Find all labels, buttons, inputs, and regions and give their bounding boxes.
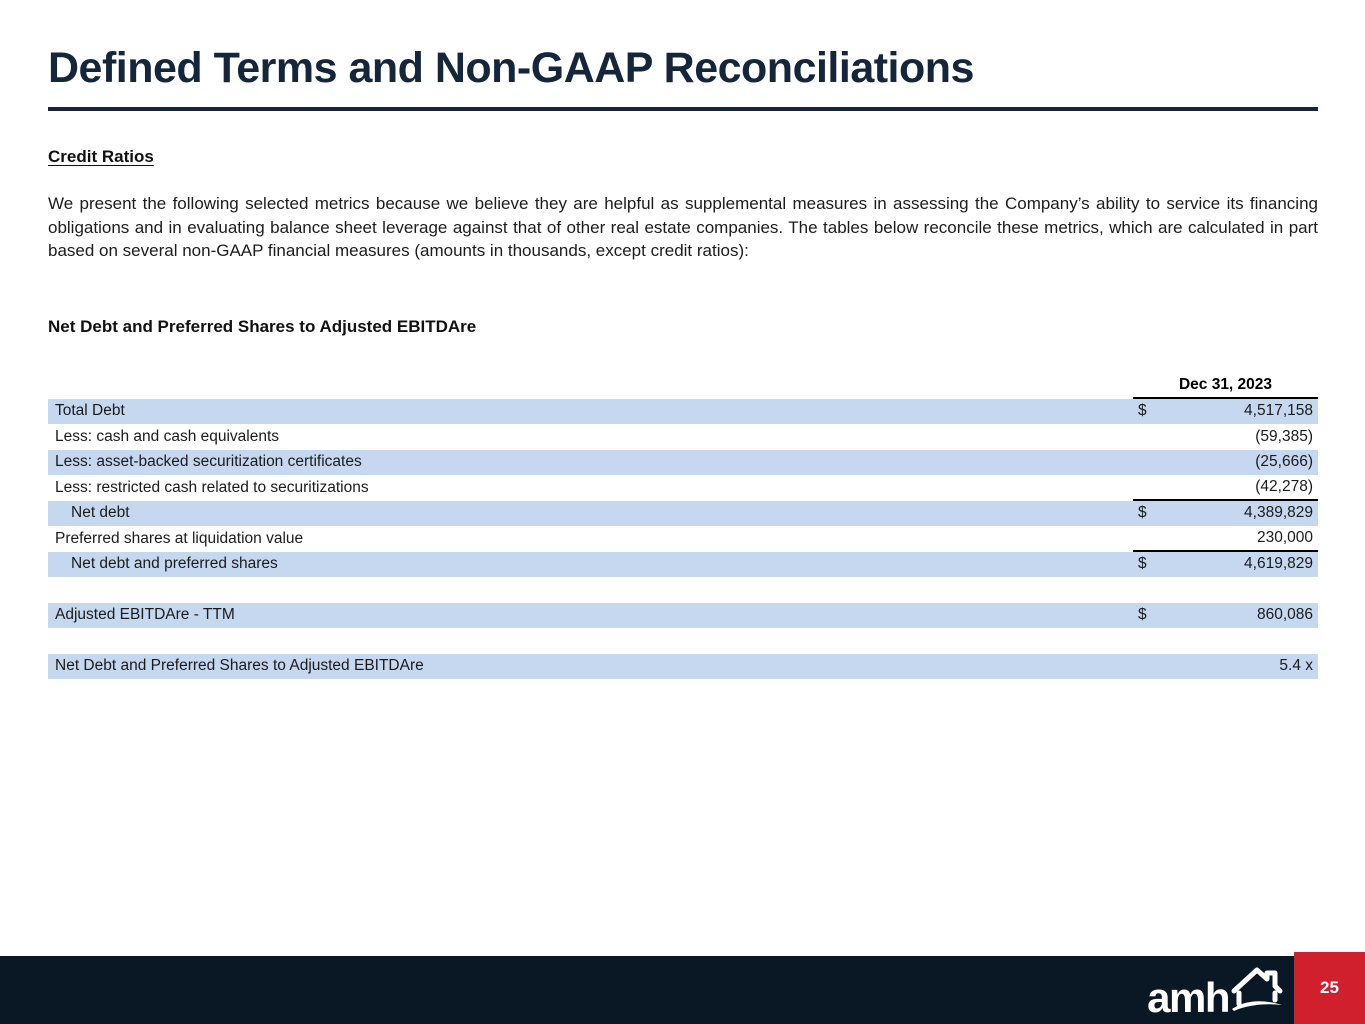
row-label: Net debt [71,504,130,522]
page-number-badge: 25 [1294,952,1365,1024]
footer-bar: amh 25 [0,952,1365,1024]
row-amount: (42,278) [1133,475,1318,501]
column-header-date: Dec 31, 2023 [1133,376,1318,399]
title-rule [48,107,1318,111]
table-row: Net Debt and Preferred Shares to Adjuste… [48,653,1318,680]
intro-paragraph: We present the following selected metric… [48,194,1318,260]
dollar-sign: $ [1138,555,1147,573]
amh-house-icon [1231,964,1283,1017]
row-label: Total Debt [55,402,125,420]
dollar-sign: $ [1138,606,1147,624]
row-value: 860,086 [1256,606,1313,624]
table-row: Net debt $4,389,829 [48,500,1318,527]
table-title: Net Debt and Preferred Shares to Adjuste… [48,316,477,336]
table-spacer-row [48,577,1318,603]
row-value: 4,619,829 [1244,555,1313,573]
row-label: Less: cash and cash equivalents [55,427,280,445]
page-title: Defined Terms and Non-GAAP Reconciliatio… [48,44,974,92]
row-value: 230,000 [1256,528,1313,546]
table-body: Total Debt $4,517,158 Less: cash and cash … [48,398,1318,680]
table-spacer-row [48,628,1318,654]
table-row: Preferred shares at liquidation value 230… [48,526,1318,552]
table-header-row: Dec 31, 2023 [48,375,1318,399]
row-label: Net debt and preferred shares [71,555,278,573]
table-row: Less: cash and cash equivalents (59,385) [48,424,1318,450]
row-amount: (25,666) [1133,450,1318,476]
amh-logo: amh [1147,964,1283,1022]
row-amount: (59,385) [1133,424,1318,450]
row-label: Less: restricted cash related to securit… [55,478,369,496]
table-row: Less: asset-backed securitization certif… [48,449,1318,476]
dollar-sign: $ [1138,402,1147,420]
row-value: 4,517,158 [1244,402,1313,420]
row-amount: $4,517,158 [1133,399,1318,425]
table-row: Less: restricted cash related to securit… [48,475,1318,501]
slide-content: Defined Terms and Non-GAAP Reconciliatio… [48,0,1318,679]
row-label: Less: asset-backed securitization certif… [55,453,362,471]
row-value: 4,389,829 [1244,504,1313,522]
row-label: Net Debt and Preferred Shares to Adjuste… [55,657,424,675]
row-amount: 5.4 x [1133,654,1318,680]
row-value: (42,278) [1255,477,1313,495]
row-value: (25,666) [1255,453,1313,471]
dollar-sign: $ [1138,504,1147,522]
row-amount: $860,086 [1133,603,1318,629]
row-value: 5.4 x [1279,657,1313,675]
row-amount: 230,000 [1133,526,1318,552]
table-row: Net debt and preferred shares $4,619,829 [48,551,1318,578]
row-value: (59,385) [1255,427,1313,445]
section-heading-credit-ratios: Credit Ratios [48,147,154,166]
table-row: Total Debt $4,517,158 [48,398,1318,425]
page-number: 25 [1320,978,1339,997]
table-row: Adjusted EBITDAre - TTM $860,086 [48,602,1318,629]
row-amount: $4,619,829 [1133,552,1318,578]
row-label: Adjusted EBITDAre - TTM [55,606,235,624]
row-amount: $4,389,829 [1133,501,1318,527]
row-label: Preferred shares at liquidation value [55,529,304,547]
amh-logo-text: amh [1147,974,1230,1022]
financial-table: Dec 31, 2023 Total Debt $4,517,158 Less: c… [48,375,1318,680]
